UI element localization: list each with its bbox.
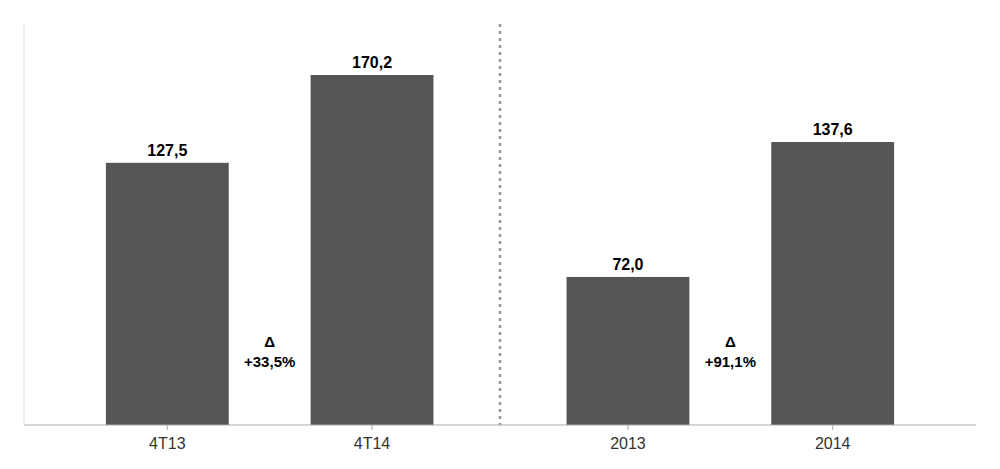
- group-divider: [499, 24, 502, 425]
- annotation: Δ+91,1%: [705, 333, 756, 370]
- annotation: Δ+33,5%: [244, 333, 295, 370]
- chart: 4T13 4T14 2013 2014 127,5 170,2 72,0 137,6 Δ+33,…: [0, 0, 1000, 469]
- bar: [311, 75, 434, 425]
- bar: [771, 142, 894, 425]
- x-tick: [832, 425, 833, 430]
- data-label: 170,2: [352, 54, 392, 71]
- data-label: 137,6: [813, 121, 853, 138]
- data-label: 127,5: [147, 142, 187, 159]
- x-tick-label: 4T14: [354, 435, 391, 452]
- x-tick-label: 2013: [610, 435, 646, 452]
- x-tick: [372, 425, 373, 430]
- data-label: 72,0: [612, 256, 643, 273]
- y-axis-line: [24, 24, 25, 425]
- x-axis-line: [24, 425, 976, 426]
- x-tick-label: 4T13: [149, 435, 186, 452]
- x-tick: [167, 425, 168, 430]
- x-tick: [627, 425, 628, 430]
- bar: [567, 277, 690, 425]
- chart-container: 4T13 4T14 2013 2014 127,5 170,2 72,0 137,6 Δ+33,…: [0, 0, 1000, 469]
- bar: [106, 163, 229, 425]
- x-tick-label: 2014: [815, 435, 851, 452]
